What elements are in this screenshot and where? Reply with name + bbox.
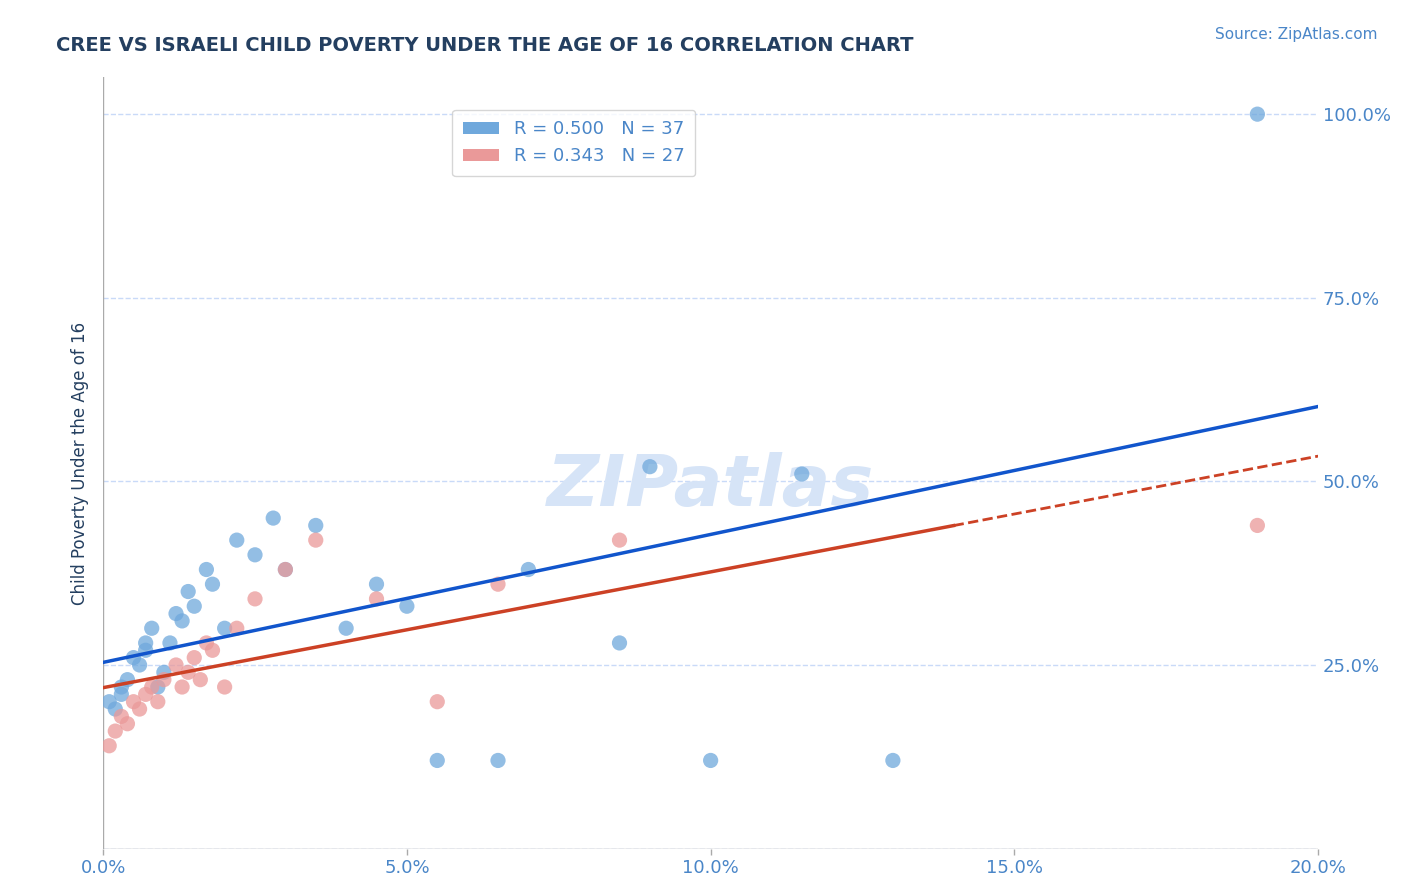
Point	[305, 518, 328, 533]
Point	[98, 739, 121, 753]
Point	[135, 636, 157, 650]
Point	[638, 459, 661, 474]
Point	[426, 754, 449, 768]
Point	[274, 562, 297, 576]
Point	[128, 702, 150, 716]
Point	[609, 533, 631, 548]
Y-axis label: Child Poverty Under the Age of 16: Child Poverty Under the Age of 16	[72, 321, 89, 605]
Point	[195, 636, 218, 650]
Point	[188, 673, 211, 687]
Point	[225, 621, 247, 635]
Point	[790, 467, 813, 481]
Point	[135, 687, 157, 701]
Point	[335, 621, 357, 635]
Point	[609, 636, 631, 650]
Point	[243, 548, 266, 562]
Point	[243, 591, 266, 606]
Point	[141, 680, 163, 694]
Point	[699, 754, 721, 768]
Point	[426, 695, 449, 709]
Point	[141, 621, 163, 635]
Point	[214, 680, 236, 694]
Point	[110, 687, 132, 701]
Point	[201, 577, 224, 591]
Point	[517, 562, 540, 576]
Point	[110, 709, 132, 723]
Point	[1246, 107, 1268, 121]
Point	[135, 643, 157, 657]
Point	[104, 702, 127, 716]
Point	[305, 533, 328, 548]
Point	[486, 754, 509, 768]
Point	[183, 599, 205, 614]
Point	[366, 577, 388, 591]
Point	[117, 673, 139, 687]
Point	[274, 562, 297, 576]
Point	[146, 680, 169, 694]
Point	[98, 695, 121, 709]
Point	[104, 724, 127, 739]
Point	[262, 511, 284, 525]
Text: ZIPatlas: ZIPatlas	[547, 451, 875, 521]
Point	[882, 754, 904, 768]
Point	[177, 584, 200, 599]
Legend: R = 0.500   N = 37, R = 0.343   N = 27: R = 0.500 N = 37, R = 0.343 N = 27	[453, 110, 696, 177]
Point	[128, 657, 150, 672]
Point	[122, 695, 145, 709]
Point	[122, 650, 145, 665]
Point	[153, 665, 176, 680]
Point	[201, 643, 224, 657]
Point	[110, 680, 132, 694]
Point	[172, 614, 194, 628]
Point	[395, 599, 418, 614]
Point	[165, 657, 187, 672]
Point	[486, 577, 509, 591]
Point	[214, 621, 236, 635]
Point	[172, 680, 194, 694]
Point	[159, 636, 181, 650]
Point	[1246, 518, 1268, 533]
Text: Source: ZipAtlas.com: Source: ZipAtlas.com	[1215, 27, 1378, 42]
Point	[146, 695, 169, 709]
Text: CREE VS ISRAELI CHILD POVERTY UNDER THE AGE OF 16 CORRELATION CHART: CREE VS ISRAELI CHILD POVERTY UNDER THE …	[56, 36, 914, 54]
Point	[153, 673, 176, 687]
Point	[225, 533, 247, 548]
Point	[195, 562, 218, 576]
Point	[177, 665, 200, 680]
Point	[183, 650, 205, 665]
Point	[366, 591, 388, 606]
Point	[117, 716, 139, 731]
Point	[165, 607, 187, 621]
